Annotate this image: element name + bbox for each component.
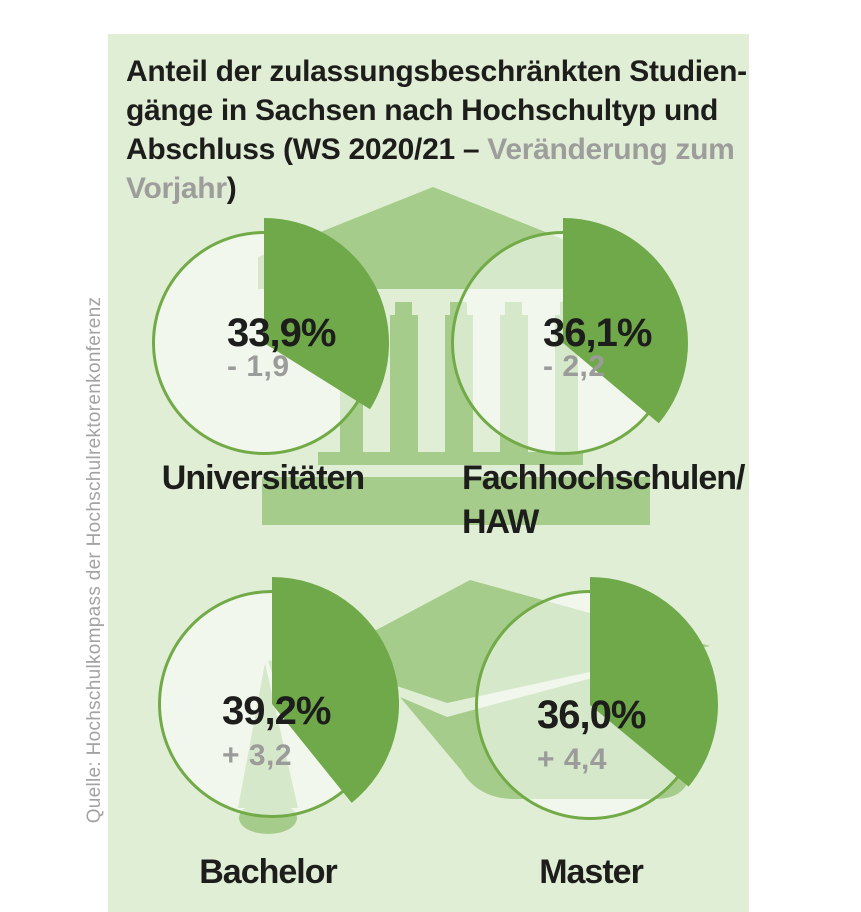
pie-delta-universitaeten: - 1,9 <box>227 350 290 383</box>
pie-value-master: 36,0% <box>537 693 646 737</box>
pie-label-bachelor: Bachelor <box>199 853 337 891</box>
chart-title: Anteil der zulassungsbeschränkten Studie… <box>126 52 747 208</box>
pie-label-universitaeten: Universitäten <box>161 459 365 497</box>
source-note: Quelle: Hochschulkompass der Hochschulre… <box>84 296 105 824</box>
pie-label-master: Master <box>539 853 644 891</box>
pie-value-universitaeten: 33,9% <box>227 311 336 355</box>
pie-delta-bachelor: + 3,2 <box>222 739 293 772</box>
title-line-3: Abschluss (WS 2020/21 – Veränderung zum <box>126 133 735 166</box>
pie-value-bachelor: 39,2% <box>222 689 331 733</box>
pie-delta-fachhochschulen: - 2,2 <box>543 350 606 383</box>
pie-delta-master: + 4,4 <box>537 743 608 776</box>
title-line-4: Vorjahr) <box>126 172 237 205</box>
pie-label-fachhochschulen: Fachhochschulen/ HAW <box>462 459 745 541</box>
title-line-2: gänge in Sachsen nach Hochschultyp und <box>126 94 719 127</box>
pie-value-fachhochschulen: 36,1% <box>543 311 652 355</box>
title-line-1: Anteil der zulassungsbeschränkten Studie… <box>126 55 747 88</box>
